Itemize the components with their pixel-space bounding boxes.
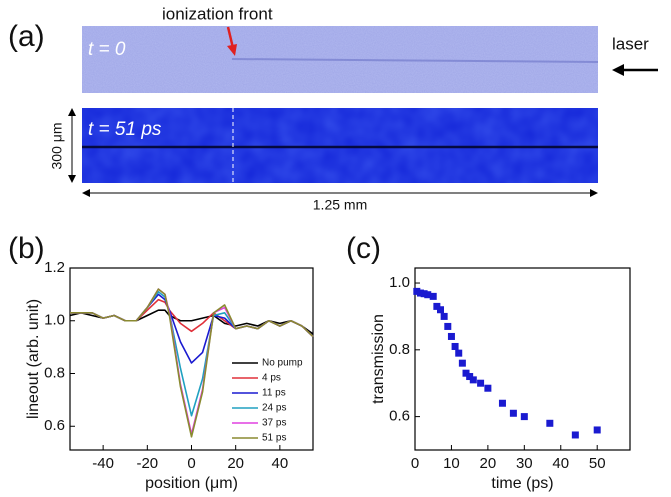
- scale-label: 1.25 mm: [313, 197, 367, 213]
- arrow-head: [68, 175, 76, 183]
- point: [593, 426, 601, 434]
- point: [458, 359, 466, 367]
- line: [70, 293, 314, 364]
- line: [70, 288, 314, 438]
- front-trace: [231, 58, 599, 63]
- x-tick-label: 20: [227, 455, 244, 472]
- x-tick-label: 20: [480, 455, 497, 472]
- y-tick-label: 0.6: [389, 408, 410, 425]
- x-tick-label: 0: [187, 455, 195, 472]
- point: [498, 399, 506, 407]
- legend-label: 37 ps: [262, 418, 286, 429]
- y-tick-label: 0.6: [44, 417, 65, 434]
- time-label: t = 51 ps: [88, 119, 162, 140]
- legend-label: 11 ps: [262, 388, 286, 399]
- point: [437, 306, 445, 314]
- arrow-head: [612, 64, 624, 76]
- y-tick-label: 0.8: [389, 341, 410, 358]
- point: [416, 289, 424, 297]
- y-axis-label: lineout (arb. unit): [25, 299, 42, 419]
- laser-label: laser: [612, 34, 649, 53]
- point: [424, 291, 432, 299]
- x-tick-label: -40: [92, 455, 114, 472]
- point: [462, 369, 470, 377]
- point: [420, 290, 428, 298]
- point: [447, 332, 455, 340]
- x-tick-label: 50: [589, 455, 606, 472]
- panel-label: (c): [346, 232, 381, 265]
- annotation-arrow: [226, 26, 235, 49]
- x-tick-label: 10: [443, 455, 460, 472]
- x-tick-label: -20: [136, 455, 158, 472]
- charts: (b) -40 -20 0 20 40 0.6 0.8 1.0 1.2 position (μm) l…: [8, 232, 631, 492]
- panel-label: (a): [8, 20, 45, 53]
- point: [571, 431, 579, 439]
- point: [440, 312, 448, 320]
- point: [444, 322, 452, 330]
- y-tick-label: 1.0: [44, 312, 65, 329]
- point: [466, 373, 474, 381]
- y-tick-label: 1.2: [44, 259, 65, 276]
- arrow-head: [590, 189, 598, 197]
- point: [413, 287, 421, 295]
- point: [546, 419, 554, 427]
- x-tick-label: 30: [516, 455, 533, 472]
- x-tick-label: 0: [411, 455, 419, 472]
- point: [469, 376, 477, 384]
- point: [520, 413, 528, 421]
- time-label: t = 0: [88, 39, 126, 60]
- point: [509, 409, 517, 417]
- arrow-head: [227, 44, 237, 56]
- point: [429, 292, 437, 300]
- arrow-head: [82, 189, 90, 197]
- legend-label: 4 ps: [262, 373, 281, 384]
- y-tick-label: 0.8: [44, 364, 65, 381]
- scale-label: 300 μm: [49, 123, 65, 170]
- x-axis-label: time (ps): [491, 475, 553, 492]
- arrow-head: [68, 108, 76, 116]
- y-axis-label: transmission: [370, 314, 387, 404]
- point: [451, 342, 459, 350]
- x-tick-label: 40: [272, 455, 289, 472]
- panel-label: (b): [8, 232, 45, 265]
- annotation: ionization front: [162, 4, 273, 23]
- legend-label: 24 ps: [262, 403, 286, 414]
- point: [484, 384, 492, 392]
- point: [477, 379, 485, 387]
- point: [433, 302, 441, 310]
- x-tick-label: 40: [552, 455, 569, 472]
- image-texture: [82, 108, 598, 183]
- x-axis-label: position (μm): [145, 475, 238, 492]
- plot-frame: [414, 267, 631, 451]
- legend-label: No pump: [262, 358, 303, 369]
- y-tick-label: 1.0: [389, 274, 410, 291]
- point: [455, 349, 463, 357]
- legend-label: 51 ps: [262, 433, 286, 444]
